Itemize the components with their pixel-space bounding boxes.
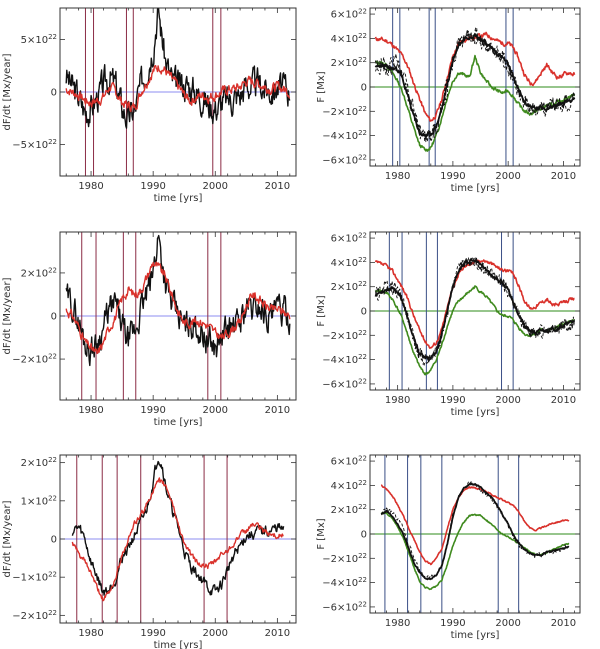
y-tick-label: −4×1022 <box>322 576 367 589</box>
series-line-red <box>374 31 576 122</box>
x-tick-label: 2000 <box>203 628 228 639</box>
y-tick-label: 5×1022 <box>21 33 57 46</box>
series-line-red <box>65 65 291 113</box>
y-axis-label: F [Mx] <box>316 71 327 102</box>
y-tick-label: 6×1022 <box>331 232 367 245</box>
y-tick-label: 4×1022 <box>331 32 367 45</box>
x-tick-label: 2010 <box>551 171 576 182</box>
y-tick-label: 2×1022 <box>21 456 57 469</box>
y-tick-label: 1×1022 <box>21 494 57 507</box>
x-tick-label: 1980 <box>385 171 410 182</box>
y-tick-label: −5×1022 <box>12 138 57 151</box>
series-line-green <box>374 285 575 376</box>
panel-row2-left: 1980 1990 2000 2010 2×1022 0 −2×1022 time [yrs]… <box>2 231 297 428</box>
series-line-black <box>374 258 575 361</box>
panel-row1-right: 1980 1990 2000 2010 6×1022 4×1022 2×1022 0 −2×10… <box>316 7 581 194</box>
x-axis-label: time [yrs] <box>154 417 203 428</box>
series-line-black-dash-1 <box>380 481 570 579</box>
series-line-red <box>65 261 291 355</box>
x-tick-label: 1990 <box>440 171 465 182</box>
x-tick-label: 2000 <box>495 171 520 182</box>
y-tick-label: −4×1022 <box>322 353 367 366</box>
x-tick-label: 2000 <box>495 395 520 406</box>
x-tick-label: 2000 <box>495 618 520 629</box>
y-tick-label: 4×1022 <box>331 256 367 269</box>
y-tick-label: 2×1022 <box>21 266 57 279</box>
x-tick-label: 2010 <box>265 405 290 416</box>
y-tick-label: 0 <box>361 83 367 94</box>
x-tick-label: 1990 <box>140 628 165 639</box>
y-tick-label: 0 <box>361 307 367 318</box>
x-tick-label: 2010 <box>265 181 290 192</box>
panel-row2-right: 1980 1990 2000 2010 6×1022 4×1022 2×1022 0 −2×10… <box>316 231 581 418</box>
series-line-black <box>71 460 285 596</box>
x-tick-label: 1980 <box>78 181 103 192</box>
y-tick-label: 0 <box>51 535 57 546</box>
x-tick-label: 1980 <box>385 395 410 406</box>
series-line-red <box>71 477 284 602</box>
y-tick-label: 6×1022 <box>331 8 367 21</box>
series-line-black-dash-2 <box>375 256 575 362</box>
y-tick-label: −4×1022 <box>322 129 367 142</box>
x-tick-label: 1990 <box>140 405 165 416</box>
y-tick-label: 2×1022 <box>331 56 367 69</box>
x-tick-label: 1980 <box>385 618 410 629</box>
panel-row1-left: 1980 1990 2000 2010 5×1022 0 −5×1022 time [yrs]… <box>2 7 297 204</box>
y-tick-label: −2×1022 <box>12 353 57 366</box>
y-tick-label: −6×1022 <box>322 600 367 613</box>
y-tick-label: 0 <box>51 312 57 323</box>
x-tick-label: 1980 <box>78 405 103 416</box>
series-line-red <box>380 484 570 566</box>
x-tick-label: 2000 <box>203 181 228 192</box>
y-tick-label: −2×1022 <box>322 329 367 342</box>
y-tick-label: 6×1022 <box>331 455 367 468</box>
y-axis-label: F [Mx] <box>316 518 327 549</box>
y-tick-label: −1×1022 <box>12 571 57 584</box>
y-tick-label: 2×1022 <box>331 503 367 516</box>
x-tick-label: 2010 <box>551 395 576 406</box>
y-tick-label: 0 <box>361 530 367 541</box>
x-axis-label: time [yrs] <box>451 630 500 641</box>
series-line-black <box>65 8 291 129</box>
y-axis-label: dF/dt [Mx/year] <box>2 500 13 577</box>
x-axis-label: time [yrs] <box>451 183 500 194</box>
x-tick-label: 1980 <box>78 628 103 639</box>
series-line-black <box>380 482 570 581</box>
y-axis-label: dF/dt [Mx/year] <box>2 53 13 130</box>
y-tick-label: 2×1022 <box>331 280 367 293</box>
y-tick-label: −6×1022 <box>322 377 367 390</box>
series-line-black <box>374 33 576 138</box>
y-tick-label: −2×1022 <box>12 609 57 622</box>
panel-row3-left: 1980 1990 2000 2010 2×1022 1×1022 0 −1×1022 −2×1… <box>2 454 297 649</box>
x-tick-label: 1990 <box>440 395 465 406</box>
panel-row3-right: 1980 1990 2000 2010 6×1022 4×1022 2×1022 0 −2×10… <box>316 454 581 641</box>
series-line-black-dash-2 <box>375 28 575 142</box>
x-tick-label: 2000 <box>203 405 228 416</box>
x-axis-label: time [yrs] <box>451 407 500 418</box>
y-tick-label: 4×1022 <box>331 479 367 492</box>
x-tick-label: 1990 <box>140 181 165 192</box>
x-axis-label: time [yrs] <box>154 193 203 204</box>
x-tick-label: 2010 <box>551 618 576 629</box>
y-tick-label: −2×1022 <box>322 552 367 565</box>
y-tick-label: −6×1022 <box>322 153 367 166</box>
x-axis-label: time [yrs] <box>154 640 203 649</box>
series-line-red <box>374 259 575 349</box>
x-tick-label: 1990 <box>440 618 465 629</box>
y-axis-label: dF/dt [Mx/year] <box>2 277 13 354</box>
y-axis-label: F [Mx] <box>316 295 327 326</box>
x-tick-label: 2010 <box>265 628 290 639</box>
y-tick-label: 0 <box>51 88 57 99</box>
y-tick-label: −2×1022 <box>322 105 367 118</box>
